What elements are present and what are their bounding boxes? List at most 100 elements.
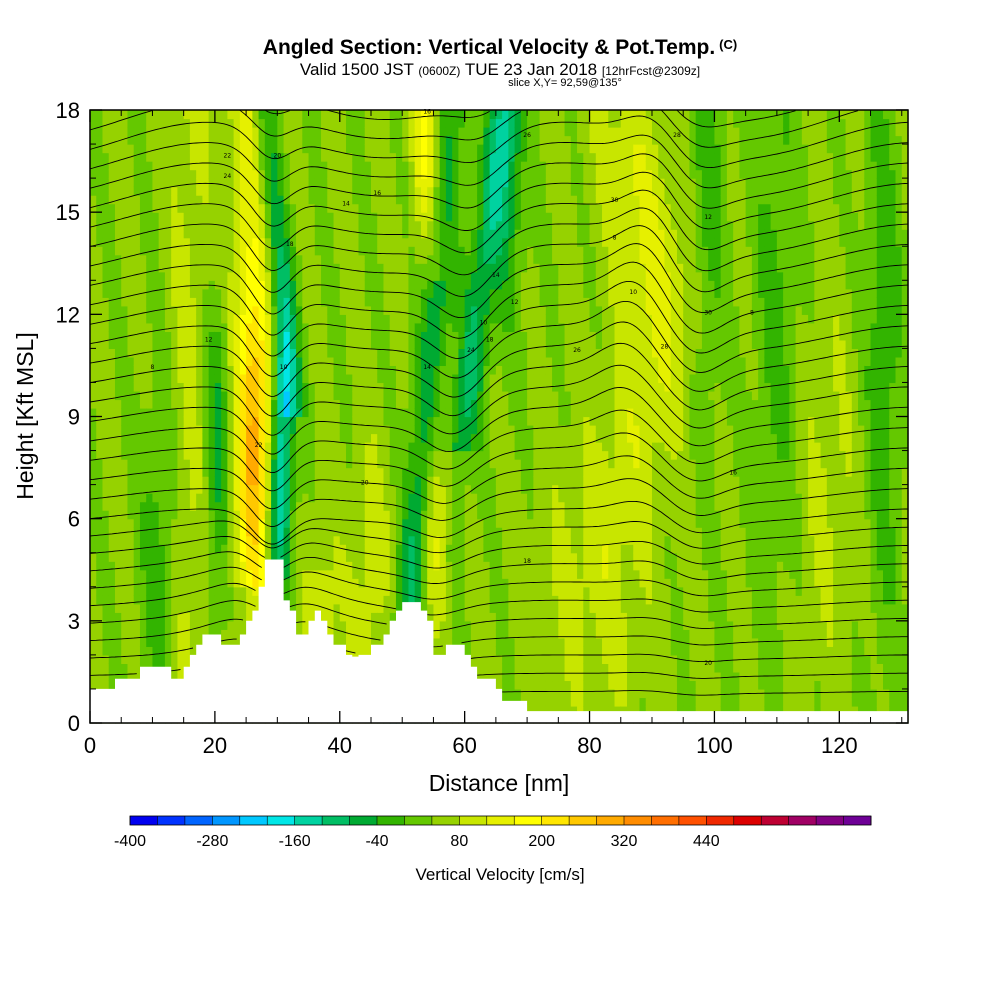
velocity-cell [395, 399, 403, 409]
velocity-cell [483, 578, 491, 588]
velocity-cell [414, 561, 422, 571]
velocity-cell [308, 544, 316, 554]
velocity-cell [121, 620, 129, 630]
velocity-cell [364, 135, 372, 145]
velocity-cell [208, 603, 216, 613]
velocity-cell [364, 416, 372, 426]
velocity-cell [495, 220, 503, 230]
velocity-cell [139, 586, 147, 596]
velocity-cell [258, 178, 266, 188]
velocity-cell [90, 178, 97, 188]
velocity-cell [189, 578, 197, 588]
velocity-cell [189, 476, 197, 486]
velocity-cell [277, 254, 285, 264]
velocity-cell [458, 399, 466, 409]
velocity-cell [339, 510, 347, 520]
velocity-cell [114, 484, 122, 494]
velocity-cell [377, 118, 385, 128]
velocity-cell [139, 416, 147, 426]
velocity-cell [364, 646, 372, 656]
velocity-cell [408, 527, 416, 537]
velocity-cell [102, 535, 110, 545]
velocity-cell [164, 203, 172, 213]
velocity-cell [221, 552, 228, 562]
velocity-cell [389, 246, 397, 256]
velocity-cell [352, 544, 360, 554]
velocity-cell [114, 637, 122, 647]
velocity-cell [452, 416, 460, 426]
velocity-cell [439, 390, 447, 401]
velocity-cell [139, 339, 147, 349]
velocity-cell [127, 578, 135, 588]
velocity-cell [477, 663, 484, 673]
velocity-cell [102, 467, 110, 477]
velocity-cell [90, 263, 97, 273]
velocity-cell [152, 263, 160, 273]
velocity-cell [152, 152, 160, 162]
velocity-cell [339, 637, 347, 647]
velocity-cell [452, 450, 460, 460]
velocity-cell [377, 399, 385, 409]
velocity-cell [214, 152, 222, 162]
velocity-cell [252, 314, 260, 324]
velocity-cell [370, 203, 378, 213]
velocity-cell [458, 484, 466, 494]
velocity-cell [477, 237, 484, 247]
velocity-cell [470, 280, 478, 290]
velocity-cell [177, 518, 185, 528]
velocity-cell [108, 356, 116, 367]
velocity-cell [464, 425, 472, 435]
velocity-cell [208, 450, 216, 460]
velocity-cell [358, 127, 366, 137]
velocity-cell [227, 552, 235, 562]
velocity-cell [121, 331, 129, 341]
velocity-cell [383, 603, 391, 613]
velocity-cell [445, 263, 453, 273]
velocity-cell [146, 322, 154, 332]
velocity-cell [139, 425, 147, 435]
velocity-cell [271, 399, 278, 409]
velocity-cell [364, 399, 372, 409]
velocity-cell [452, 399, 460, 409]
velocity-cell [470, 637, 478, 647]
velocity-cell [364, 450, 372, 460]
velocity-cell [477, 152, 484, 162]
velocity-cell [402, 382, 410, 392]
velocity-cell [358, 629, 366, 639]
velocity-cell [214, 169, 222, 179]
velocity-cell [102, 110, 110, 120]
velocity-cell [495, 246, 503, 256]
velocity-cell [508, 144, 516, 154]
velocity-cell [252, 493, 260, 503]
velocity-cell [402, 305, 410, 315]
velocity-cell [258, 322, 266, 332]
velocity-cell [189, 135, 197, 145]
velocity-cell [227, 186, 235, 196]
velocity-cell [164, 450, 172, 460]
velocity-cell [408, 178, 416, 188]
velocity-cell [414, 229, 422, 239]
velocity-cell [271, 254, 278, 264]
velocity-cell [483, 442, 491, 452]
velocity-cell [383, 203, 391, 213]
velocity-cell [158, 271, 166, 281]
velocity-cell [246, 322, 253, 332]
velocity-cell [158, 169, 166, 179]
velocity-cell [102, 127, 110, 137]
velocity-cell [221, 467, 228, 477]
velocity-cell [196, 348, 203, 358]
velocity-cell [445, 280, 453, 290]
velocity-cell [164, 220, 172, 230]
velocity-cell [408, 246, 416, 256]
velocity-cell [214, 552, 222, 562]
velocity-cell [327, 433, 335, 443]
velocity-cell [445, 510, 453, 520]
velocity-cell [277, 161, 285, 171]
velocity-cell [296, 271, 303, 281]
velocity-cell [171, 612, 179, 622]
velocity-cell [427, 569, 435, 579]
velocity-cell [283, 416, 291, 426]
velocity-cell [502, 680, 509, 690]
velocity-cell [239, 161, 247, 171]
velocity-cell [239, 280, 247, 290]
